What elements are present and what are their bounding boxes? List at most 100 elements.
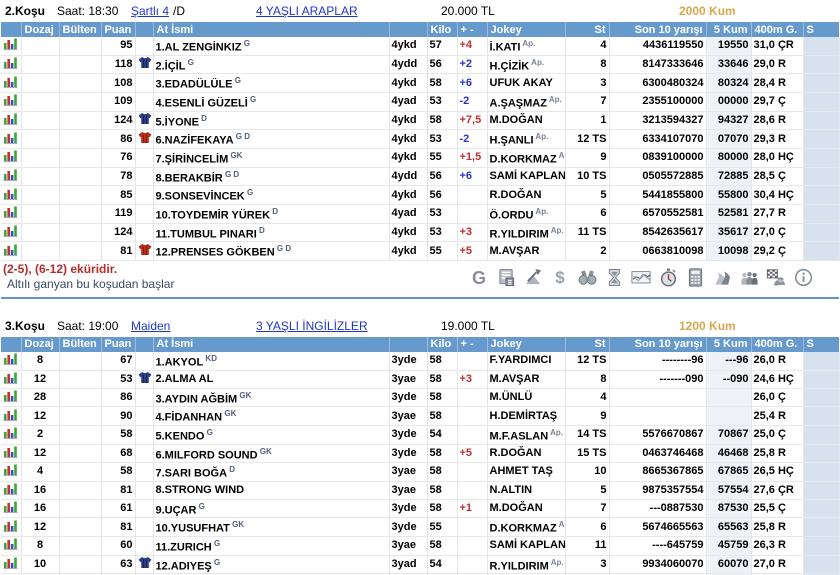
cell-dozaj: 10	[21, 555, 60, 575]
stats-icon[interactable]	[3, 149, 18, 166]
cell-age: 3yde	[389, 425, 428, 445]
col-header-icon	[1, 336, 21, 352]
stats-icon[interactable]	[3, 482, 18, 499]
apprentice-flag: Ap.	[548, 557, 564, 567]
cell-puan: 99	[101, 573, 136, 575]
stats-icon[interactable]	[3, 75, 18, 92]
trend-icon[interactable]	[523, 268, 543, 288]
horse-name: 5.İYONE	[155, 116, 199, 129]
stats-icon[interactable]	[3, 352, 18, 369]
cell-scut	[803, 444, 840, 464]
stopwatch-icon[interactable]	[658, 268, 678, 288]
info-icon[interactable]	[793, 268, 813, 288]
race-bulletin: 2.Koşu Saat: 18:30 Şartlı 4 /D 4 YAŞLI A…	[0, 4, 840, 575]
horse-row: 118 2.İÇİL G 4ydd 56 +2 H.ÇİZİK Ap. 8 814733364…	[1, 55, 840, 75]
cell-horse-name: 13.FREESIA (TUR)	[153, 573, 390, 575]
cell-kilo: 53	[427, 223, 458, 243]
hourglass-icon[interactable]	[604, 268, 624, 288]
horse-flags: G	[247, 94, 257, 104]
cell-stats	[1, 517, 22, 538]
stats-icon[interactable]	[3, 426, 18, 443]
cell-puan: 86	[101, 388, 136, 408]
stats-icon[interactable]	[3, 556, 18, 573]
cell-400m: 27,0 Ç	[751, 223, 804, 243]
cell-jersey	[135, 406, 154, 426]
stats-icon[interactable]	[3, 56, 18, 73]
cell-weight-change: +6	[457, 167, 488, 187]
dollar-icon[interactable]: $	[555, 267, 565, 287]
cell-kilo: 58	[427, 536, 458, 556]
race-condition-link[interactable]: Şartlı 4	[131, 4, 170, 18]
horse-flags: G D	[233, 132, 250, 142]
stats-icon[interactable]	[3, 112, 18, 129]
stats-icon[interactable]	[3, 243, 18, 260]
jockey-name: H.DEMİRTAŞ	[489, 409, 558, 422]
binoculars-icon[interactable]	[577, 268, 597, 288]
stats-icon[interactable]	[3, 37, 18, 54]
cell-age: 3yde	[389, 517, 428, 538]
cell-dozaj: 16	[21, 481, 60, 500]
cell-400m: 29,0 R	[751, 55, 804, 75]
cell-last10: 6334107070	[609, 129, 707, 149]
cell-bulten	[59, 241, 102, 261]
race-condition-link[interactable]: Maiden	[131, 318, 171, 333]
g-bet-letter-icon[interactable]: G	[471, 267, 486, 288]
calculator-icon[interactable]	[685, 268, 705, 288]
cell-start-box: 7	[565, 92, 610, 112]
col-header-kilo: Kilo	[426, 22, 457, 37]
jockey-name: SAMİ KAPLAN	[489, 169, 565, 182]
race-class-link[interactable]: 4 YAŞLI ARAPLAR	[256, 4, 358, 18]
stats-icon[interactable]	[3, 500, 18, 517]
cell-horse-name: 8.STRONG WIND	[153, 481, 390, 500]
cell-scut	[803, 462, 840, 482]
horse-flags: G	[232, 76, 241, 86]
cell-horse-name: 4.ESENLİ GÜZELİ G	[153, 92, 390, 112]
stats-icon[interactable]	[3, 371, 18, 388]
col-header-age	[388, 22, 427, 37]
cell-stats	[1, 351, 22, 371]
race-prize: 20.000 TL	[441, 4, 495, 18]
stats-icon[interactable]	[3, 408, 18, 425]
jockey-name: H.ŞANLI	[489, 134, 534, 147]
cell-last10	[609, 388, 707, 408]
cell-last10: 8665367865	[609, 462, 707, 482]
cell-horse-name: 11.TUMBUL PINARI D	[153, 223, 390, 243]
cell-dozaj	[21, 129, 60, 149]
finish-icon[interactable]	[766, 268, 786, 288]
cell-puan: 68	[101, 444, 136, 464]
cell-horse-name: 6.MILFORD SOUND GK	[153, 444, 390, 464]
linechart-icon[interactable]	[631, 268, 651, 288]
stats-icon[interactable]	[3, 131, 18, 148]
cell-jockey: M.AVŞAR	[487, 370, 566, 389]
stats-icon[interactable]	[3, 93, 18, 110]
cell-5kum: 72885	[706, 167, 752, 187]
race-distance: 2000 Kum	[679, 4, 736, 18]
horses-icon[interactable]	[712, 268, 732, 288]
race-class-link[interactable]: 3 YAŞLI İNGİLİZLER	[256, 318, 368, 333]
cell-bulten	[59, 185, 102, 205]
cell-400m: 29,7 Ç	[751, 92, 804, 112]
col-header-400m: 400m G.	[750, 336, 803, 352]
cell-puan: 124	[101, 111, 136, 131]
horse-flags: G	[244, 188, 254, 198]
stats-icon[interactable]	[3, 205, 18, 222]
cell-jersey	[135, 573, 154, 575]
cell-start-box: 7	[565, 499, 610, 519]
stats-icon[interactable]	[3, 187, 18, 204]
cell-jockey: A.ŞAŞMAZ Ap.	[487, 92, 566, 112]
people-icon[interactable]	[739, 268, 759, 288]
stats-icon[interactable]	[3, 224, 18, 241]
horse-name: 4.FİDANHAN	[155, 411, 223, 424]
stats-icon[interactable]	[3, 389, 18, 406]
cell-last10: 6570552581	[609, 204, 707, 224]
horse-row: 8 67 1.AKYOL KD 3yde 58 F.YARDIMCI 12 TS ------…	[1, 351, 840, 371]
stats-icon[interactable]	[3, 445, 18, 462]
stats-icon[interactable]	[3, 537, 18, 554]
horse-flags: G D	[274, 244, 292, 254]
sheet-icon[interactable]	[496, 268, 516, 288]
stats-icon[interactable]	[3, 463, 18, 480]
cell-kilo: 58	[427, 444, 458, 464]
cell-400m: 28,6 R	[751, 111, 804, 131]
stats-icon[interactable]	[3, 168, 18, 185]
stats-icon[interactable]	[3, 519, 18, 536]
